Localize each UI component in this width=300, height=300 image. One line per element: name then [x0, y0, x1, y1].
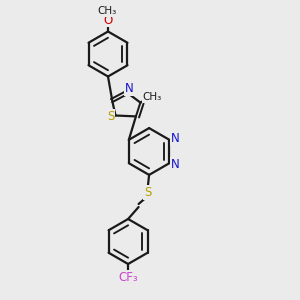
Text: S: S [144, 186, 151, 199]
Text: S: S [107, 110, 115, 123]
Text: CH₃: CH₃ [97, 6, 116, 16]
Text: O: O [103, 14, 112, 27]
Text: N: N [170, 132, 179, 145]
Text: N: N [125, 82, 134, 95]
Text: N: N [170, 158, 179, 171]
Text: CF₃: CF₃ [118, 271, 138, 284]
Text: CH₃: CH₃ [143, 92, 162, 102]
